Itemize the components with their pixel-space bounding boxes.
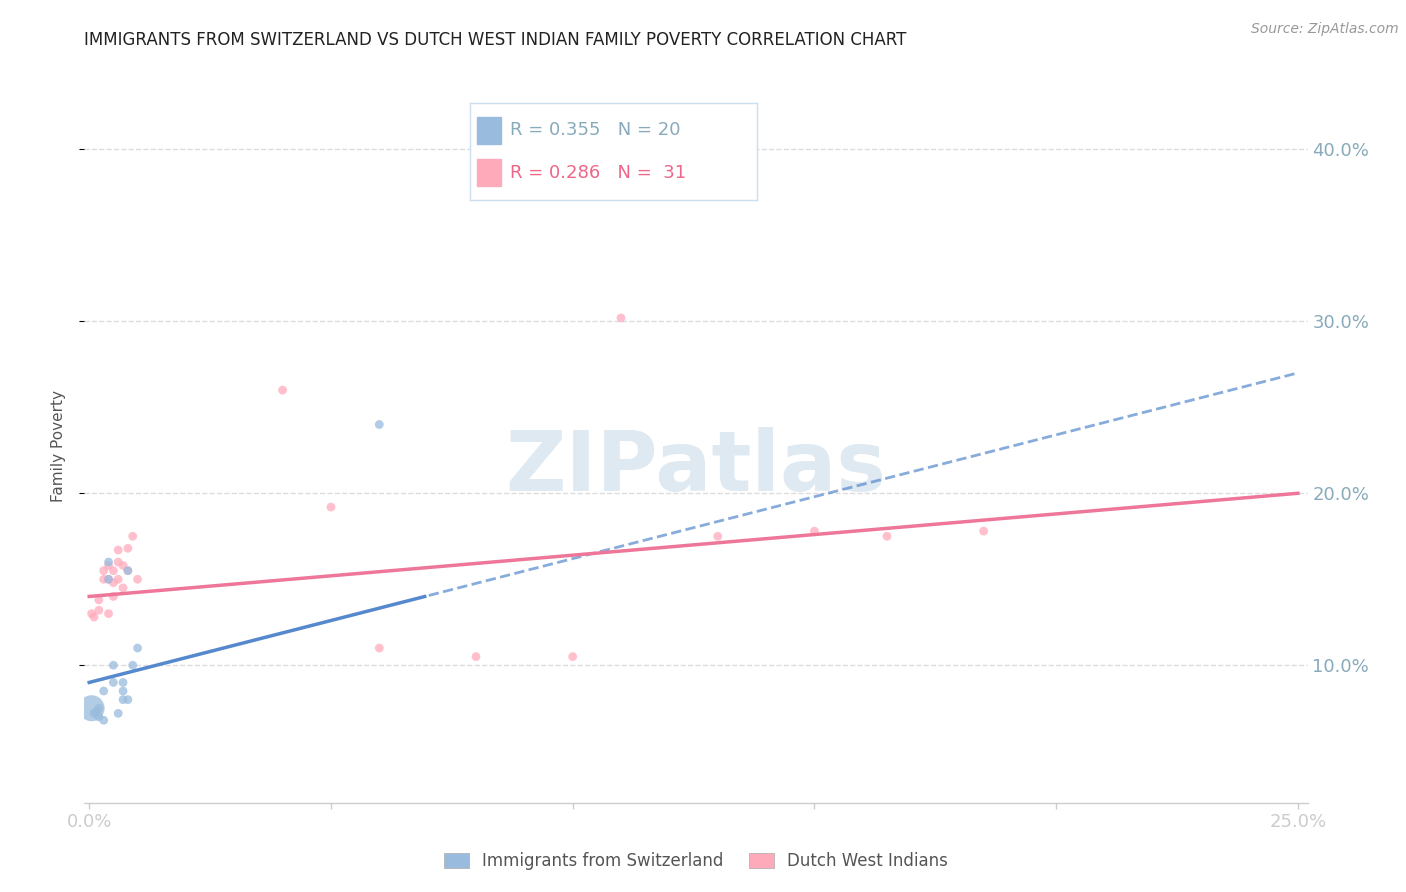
Point — [112, 692, 135, 706]
Point — [112, 581, 135, 595]
Legend: Immigrants from Switzerland, Dutch West Indians: Immigrants from Switzerland, Dutch West … — [437, 846, 955, 877]
Point — [83, 610, 105, 624]
Point — [87, 710, 110, 724]
Point — [706, 529, 728, 543]
Point — [93, 572, 115, 586]
Point — [87, 603, 110, 617]
Point — [107, 706, 129, 721]
Point — [86, 705, 108, 719]
Point — [271, 383, 294, 397]
Point — [319, 500, 342, 514]
Point — [803, 524, 825, 538]
Point — [80, 701, 103, 715]
Point — [80, 607, 103, 621]
Point — [127, 641, 149, 656]
Point — [97, 558, 120, 573]
Text: IMMIGRANTS FROM SWITZERLAND VS DUTCH WEST INDIAN FAMILY POVERTY CORRELATION CHAR: IMMIGRANTS FROM SWITZERLAND VS DUTCH WES… — [84, 31, 907, 49]
Point — [610, 310, 633, 325]
Point — [561, 649, 583, 664]
Point — [97, 555, 120, 569]
Text: ZIPatlas: ZIPatlas — [506, 427, 886, 508]
Point — [83, 706, 105, 721]
Point — [97, 572, 120, 586]
Point — [93, 564, 115, 578]
Point — [117, 541, 139, 556]
Point — [368, 641, 391, 656]
Point — [103, 658, 125, 673]
Point — [973, 524, 995, 538]
Point — [117, 564, 139, 578]
Point — [121, 658, 143, 673]
Point — [93, 684, 115, 698]
Point — [87, 701, 110, 715]
Text: Source: ZipAtlas.com: Source: ZipAtlas.com — [1251, 22, 1399, 37]
Point — [112, 684, 135, 698]
Point — [112, 675, 135, 690]
Point — [93, 713, 115, 727]
Point — [103, 590, 125, 604]
Point — [368, 417, 391, 432]
Point — [103, 675, 125, 690]
Point — [876, 529, 898, 543]
Point — [107, 543, 129, 558]
Point — [107, 572, 129, 586]
Point — [117, 692, 139, 706]
Point — [117, 564, 139, 578]
Point — [97, 607, 120, 621]
Point — [103, 564, 125, 578]
Point — [465, 649, 488, 664]
Y-axis label: Family Poverty: Family Poverty — [51, 390, 66, 502]
Point — [107, 555, 129, 569]
Point — [121, 529, 143, 543]
Point — [112, 558, 135, 573]
Point — [103, 575, 125, 590]
Point — [127, 572, 149, 586]
Point — [97, 572, 120, 586]
Point — [87, 593, 110, 607]
